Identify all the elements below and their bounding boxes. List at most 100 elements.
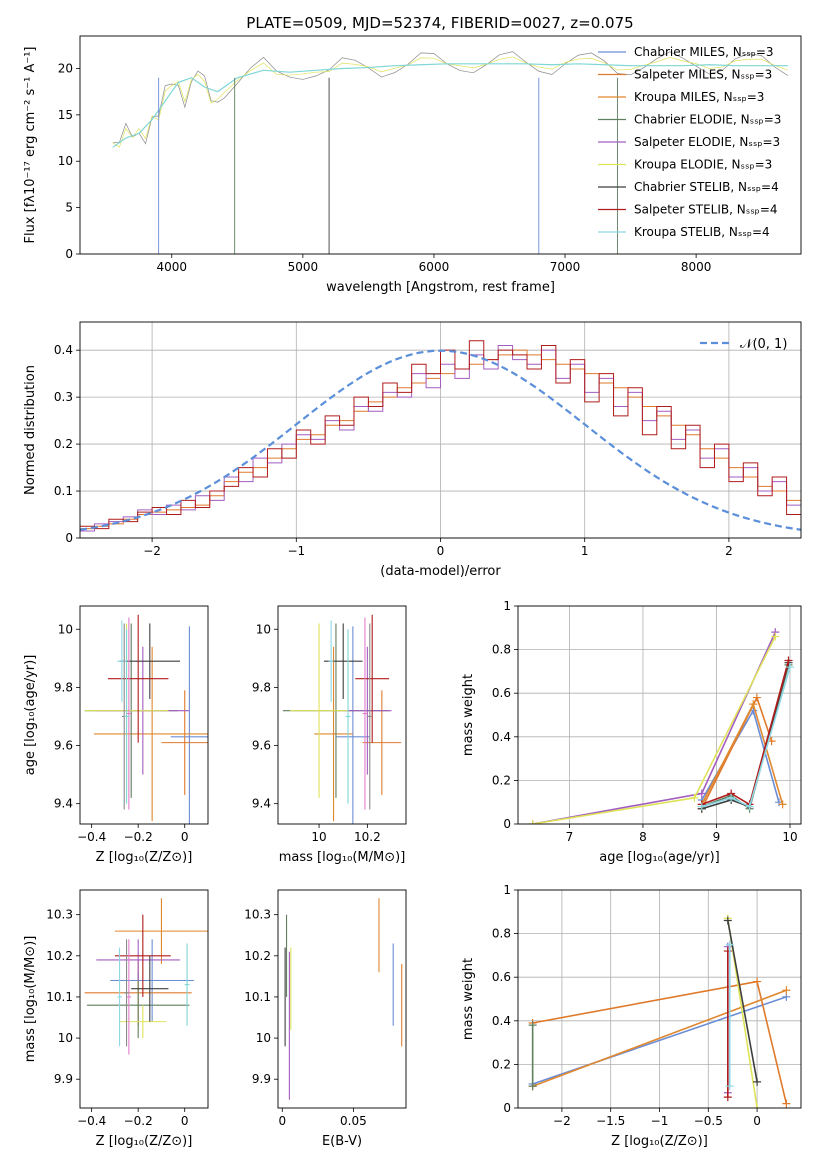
weight-marker [723,947,732,956]
x-tick-label: −0.2 [124,830,153,844]
chart-mass-age: 10 10.2 9.4 9.6 9.8 10 mass [log₁₀(M/M⊙)] [252,605,407,865]
y-tick-label: 9.9 [252,1072,271,1086]
weight-line [701,701,784,805]
y-tick-label: 9.4 [54,797,73,811]
y-tick-label: 10 [256,622,271,636]
legend-label: Kroupa ELODIE, Nₛₛₚ=3 [634,158,772,172]
weight-marker [697,802,706,811]
y-axis-label: mass [log₁₀(M/M⊙)] [23,936,38,1063]
weight-marker [528,820,537,824]
weight-marker [725,1082,734,1091]
x-axis-label: mass [log₁₀(M/M⊙)] [279,850,406,865]
y-tick-label: 10.2 [244,949,271,963]
weight-marker [753,1077,762,1086]
y-tick-label: 0.2 [492,773,511,787]
chart-age-weight: 7 8 9 10 0 0.2 0.4 0.6 0.8 1 age [log₁₀(age/yr)] ma… [461,599,802,865]
y-tick-label: 9.6 [252,739,271,753]
x-tick-label: 2 [725,544,733,558]
x-tick-label: 9 [713,830,721,844]
x-tick-label: 8000 [681,260,712,274]
axes-frame [79,321,802,539]
weight-line [701,662,790,810]
legend-label: Chabrier STELIB, Nₛₛₚ=4 [634,180,779,194]
x-tick-label: −0.5 [694,1114,723,1128]
chart-z-age: −0.4 −0.2 0 9.4 9.6 9.8 10 Z [log₁₀(Z/Z⊙)] age [… [23,605,209,865]
plot-area [284,898,403,1100]
plot-area [112,51,789,254]
x-tick-label: 0 [278,1114,286,1128]
x-tick-label: 10 [311,830,326,844]
y-tick-label: 9.8 [252,680,271,694]
weight-marker [723,916,732,925]
weight-marker [771,632,780,641]
y-tick-label: 10.3 [244,908,271,922]
axes-frame [277,889,407,1109]
weight-marker [749,700,758,709]
y-axis-label: mass weight [461,958,476,1040]
legend-label: Chabrier MILES, Nₛₛₚ=3 [634,45,774,59]
y-tick-label: 15 [58,108,73,122]
weight-marker [753,1104,762,1108]
y-tick-label: 9.9 [54,1072,73,1086]
y-tick-label: 10.3 [46,908,73,922]
y-tick-label: 0.2 [54,437,73,451]
weight-marker [690,793,699,802]
legend-label: Salpeter ELODIE, Nₛₛₚ=3 [634,135,780,149]
x-axis-label: wavelength [Angstrom, rest frame] [326,280,555,295]
axes-frame [79,889,209,1109]
x-tick-label: −0.4 [77,1114,106,1128]
y-tick-label: 9.6 [54,739,73,753]
weight-marker [753,977,762,986]
x-tick-label: −1 [287,544,305,558]
y-tick-label: 0.4 [492,1014,511,1028]
plot-area [528,628,794,824]
x-axis-label: age [log₁₀(age/yr)] [599,850,720,865]
y-tick-label: 0 [65,247,73,261]
x-tick-label: −0.4 [77,830,106,844]
weight-line [701,666,791,808]
plot-area [84,898,208,1055]
y-tick-label: 10 [58,1031,73,1045]
x-tick-label: 1 [581,544,589,558]
plot-area [80,340,801,532]
y-axis-label: Normed distribution [23,365,38,495]
y-tick-label: 10.1 [46,990,73,1004]
chart-ebv-mass: 0 0.05 9.9 10 10.1 10.2 10.3 E(B-V) [244,889,407,1149]
x-axis-label: Z [log₁₀(Z/Z⊙)] [96,850,193,865]
y-tick-label: 5 [65,201,73,215]
y-tick-label: 0 [503,817,511,831]
x-axis-label: Z [log₁₀(Z/Z⊙)] [96,1134,193,1149]
y-tick-label: 10 [256,1031,271,1045]
x-tick-label: −0.2 [124,1114,153,1128]
y-tick-label: 0 [503,1101,511,1115]
y-tick-label: 0 [65,531,73,545]
weight-marker [752,693,761,702]
plot-area [282,614,402,824]
x-axis-label: (data-model)/error [380,564,501,579]
weight-line [701,660,790,806]
y-tick-label: 20 [58,61,73,75]
x-tick-label: −1 [651,1114,669,1128]
x-tick-label: 0 [753,1114,761,1128]
weight-marker [785,663,794,672]
legend-label: Kroupa MILES, Nₛₛₚ=3 [634,90,764,104]
axes-frame [79,35,802,255]
model-line-kroupa-stelib [112,63,788,148]
histogram-step-line [80,340,801,530]
x-tick-label: 7 [566,830,574,844]
plot-area [84,614,208,824]
y-tick-label: 0.3 [54,390,73,404]
y-axis-label: mass weight [461,674,476,756]
y-axis-label: Flux [fλ10⁻¹⁷ erg cm⁻² s⁻¹ A⁻¹] [23,47,38,244]
weight-marker [782,1099,791,1108]
chart-z-weight: −2 −1.5 −1 −0.5 0 0 0.2 0.4 0.6 0.8 1 Z [log₁₀(Z/Z⊙… [461,883,802,1149]
x-tick-label: 7000 [550,260,581,274]
y-tick-label: 1 [503,599,511,613]
x-tick-label: −2 [143,544,161,558]
data-spectrum-line [112,51,789,145]
weight-marker [725,940,734,949]
weight-line [701,708,780,803]
y-tick-label: 0.1 [54,484,73,498]
legend-label: Chabrier ELODIE, Nₛₛₚ=3 [634,113,781,127]
weight-marker [528,1021,537,1030]
